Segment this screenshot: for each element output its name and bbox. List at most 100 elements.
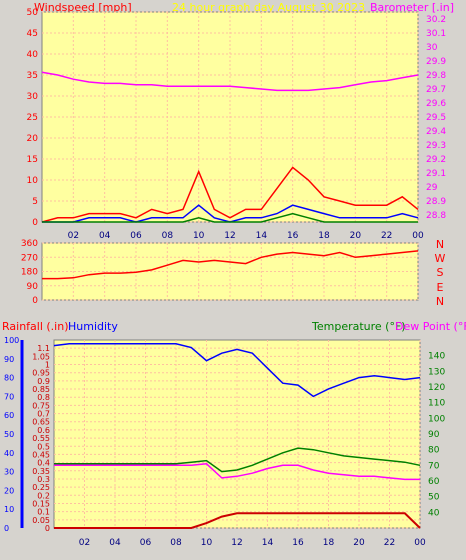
humidity-tick-label: 0	[4, 524, 9, 533]
x-tick-label: 22	[384, 538, 395, 548]
wind-tick-label: 40	[27, 50, 39, 60]
humidity-tick-label: 30	[4, 468, 14, 477]
x-tick-label: 08	[170, 538, 182, 548]
humidity-tick-label: 80	[4, 374, 14, 383]
barometer-tick-label: 29.9	[426, 57, 446, 67]
barometer-tick-label: 29.5	[426, 113, 446, 123]
barometer-tick-label: 30.2	[426, 15, 446, 25]
x-tick-label: 02	[68, 231, 79, 241]
humidity-tick-label: 70	[4, 392, 14, 401]
x-tick-label: 12	[231, 538, 242, 548]
rain-tick-label: 0.3	[37, 475, 50, 484]
windspeed-label: Windspeed [mph]	[34, 1, 132, 14]
rain-tick-label: 0.9	[37, 377, 50, 386]
humidity-tick-label: 20	[4, 486, 14, 495]
compass-label: W	[435, 252, 446, 265]
direction-tick-label: 0	[32, 296, 38, 306]
series-barometer	[41, 71, 419, 92]
series-wind-low	[42, 212, 418, 223]
temperature-tick-label: 40	[428, 508, 440, 518]
x-tick-label: 08	[162, 231, 174, 241]
temperature-tick-label: 70	[428, 461, 440, 471]
x-tick-label: 10	[193, 231, 205, 241]
x-tick-label: 10	[201, 538, 213, 548]
wind-tick-label: 35	[27, 71, 38, 81]
rain-tick-label: 0.95	[32, 369, 50, 378]
wind-tick-label: 15	[27, 155, 38, 165]
rain-tick-label: 0.05	[32, 516, 50, 525]
x-tick-label: 16	[292, 538, 304, 548]
compass-label: N	[436, 295, 444, 308]
x-tick-label: 00	[412, 231, 424, 241]
barometer-tick-label: 29.3	[426, 141, 446, 151]
rain-tick-label: 0.25	[32, 483, 50, 492]
x-tick-label: 06	[140, 538, 152, 548]
wind-tick-label: 50	[27, 8, 39, 18]
wind-tick-label: 25	[27, 113, 38, 123]
rain-tick-label: 0.2	[37, 491, 50, 500]
wind-tick-label: 10	[27, 176, 39, 186]
compass-label: E	[437, 281, 444, 294]
series-wind-direction	[42, 250, 419, 280]
barometer-tick-label: 29.4	[426, 127, 446, 137]
humidity-tick-label: 40	[4, 449, 14, 458]
x-tick-label: 22	[381, 231, 392, 241]
temperature-tick-label: 110	[428, 399, 445, 409]
rain-tick-label: 1	[45, 361, 50, 370]
barometer-tick-label: 28.9	[426, 197, 446, 207]
compass-label: N	[436, 238, 444, 251]
rain-tick-label: 0.7	[37, 410, 50, 419]
humidity-tick-label: 90	[4, 355, 14, 364]
humidity-tick-label: 10	[4, 505, 14, 514]
rain-tick-label: 0	[45, 524, 50, 533]
temperature-tick-label: 60	[428, 477, 440, 487]
wind-tick-label: 30	[27, 92, 39, 102]
temp-humidity-rain-panel: 010203040506070809010000.050.10.150.20.2…	[4, 336, 445, 548]
barometer-tick-label: 30.1	[426, 29, 446, 39]
x-tick-label: 04	[109, 538, 121, 548]
temperature-tick-label: 130	[428, 367, 445, 377]
wind-barometer-panel: 0 5 10 15 20 25 30 35 40 45 50 28.8 28.9 29 29.1 29.2 29…	[27, 8, 447, 241]
humidity-tick-label: 60	[4, 411, 14, 420]
barometer-tick-label: 29.2	[426, 155, 446, 165]
rain-tick-label: 0.8	[37, 393, 50, 402]
rain-tick-label: 0.1	[37, 508, 50, 517]
barometer-tick-label: 29.6	[426, 99, 446, 109]
compass-label: S	[437, 266, 444, 279]
series-dew-point	[54, 463, 420, 481]
rain-tick-label: 0.85	[32, 385, 50, 394]
wind-tick-label: 0	[32, 218, 38, 228]
rain-tick-label: 0.15	[32, 499, 50, 508]
rain-tick-label: 0.6	[37, 426, 50, 435]
barometer-tick-label: 29.7	[426, 85, 446, 95]
temperature-tick-label: 80	[428, 446, 440, 456]
rain-tick-label: 0.5	[37, 442, 50, 451]
series-wind-gust	[41, 166, 419, 223]
humidity-label: Humidity	[68, 320, 118, 333]
dewpoint-label: Dew Point (°F)	[395, 320, 466, 333]
x-tick-label: 04	[99, 231, 111, 241]
barometer-label: Barometer [.in]	[370, 1, 454, 14]
series-temperature	[54, 447, 421, 473]
rain-tick-label: 1.05	[32, 352, 50, 361]
temperature-tick-label: 140	[428, 352, 445, 362]
temperature-tick-label: 100	[428, 414, 445, 424]
barometer-tick-label: 29.1	[426, 169, 446, 179]
rain-tick-label: 0.75	[32, 401, 50, 410]
rain-tick-label: 1.1	[37, 344, 50, 353]
x-tick-label: 14	[256, 231, 268, 241]
barometer-tick-label: 30	[426, 43, 438, 53]
rain-tick-label: 0.4	[37, 459, 50, 468]
rain-tick-label: 0.45	[32, 450, 50, 459]
direction-tick-label: 360	[21, 239, 38, 249]
x-tick-label: 14	[262, 538, 274, 548]
wind-tick-label: 45	[27, 29, 38, 39]
graph-title: 24 hour graph day August 30 2023	[172, 1, 365, 14]
wind-tick-label: 20	[27, 134, 39, 144]
x-tick-label: 12	[224, 231, 235, 241]
x-tick-label: 16	[287, 231, 299, 241]
x-tick-label: 20	[350, 231, 362, 241]
